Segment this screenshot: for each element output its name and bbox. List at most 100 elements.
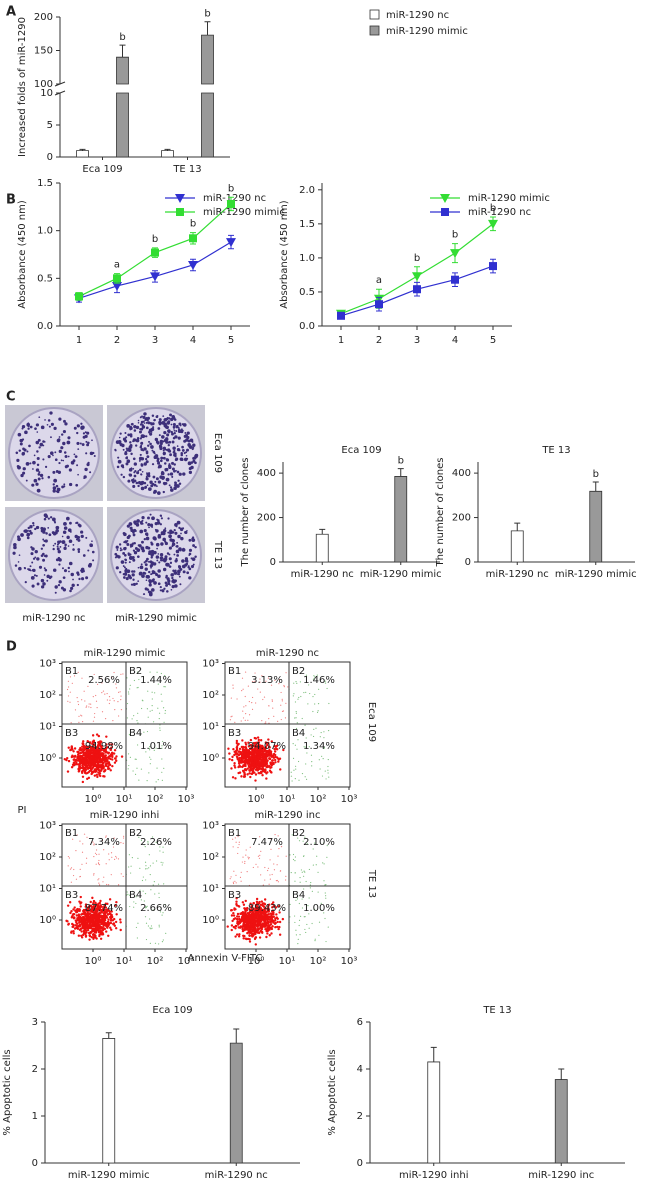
event-dot [244,742,246,744]
event-dot [299,877,300,878]
colony [88,564,92,568]
colony [76,432,78,434]
event-dot [230,719,231,720]
event-dot [249,940,251,942]
colony [17,465,20,468]
event-dot [100,931,102,933]
event-dot [269,934,271,936]
event-dot [161,758,162,759]
colony [150,484,153,487]
event-dot [159,850,160,851]
event-dot [311,761,312,762]
event-dot [236,842,237,843]
colony [64,422,67,425]
colony [63,576,66,579]
event-dot [158,893,159,894]
colony [168,417,170,419]
event-dot [85,754,87,756]
colony [160,557,163,560]
event-dot [86,705,87,706]
x-tick-label: 1 [76,335,82,346]
event-dot [318,689,319,690]
event-dot [238,926,240,928]
event-dot [245,909,247,911]
colony [167,577,170,580]
colony [22,447,25,450]
event-dot [91,924,93,926]
event-dot [101,920,103,922]
event-dot [297,739,298,740]
event-dot [296,683,297,684]
event-dot [128,768,129,769]
error-bar [205,22,211,35]
event-dot [262,770,264,772]
event-dot [86,707,87,708]
colony [144,462,147,465]
event-dot [285,876,286,877]
colony [170,573,174,577]
colony [42,544,45,547]
colony [27,568,29,570]
event-dot [133,901,134,902]
colony [172,585,175,588]
quadrant-percent: 2.26% [140,837,172,848]
event-dot [92,938,94,940]
event-dot [97,707,98,708]
colony [159,434,161,436]
colony [54,585,57,588]
colony [146,537,150,541]
event-dot [285,703,286,704]
event-dot [71,867,72,868]
quadrant-name: B1 [228,828,241,839]
y-tick-label: 10³ [202,659,219,670]
event-dot [303,855,304,856]
bar [511,531,523,562]
colony [138,567,140,569]
colony [75,484,78,487]
event-dot [247,720,248,721]
event-dot [284,686,285,687]
colony [165,427,167,429]
event-dot [254,672,255,673]
colony [134,462,137,465]
event-dot [272,874,273,875]
plot-title: miR-1290 inhi [90,810,160,821]
colony [166,563,170,567]
event-dot [146,868,147,869]
error-bar [120,45,126,57]
event-dot [133,715,134,716]
colony [89,543,92,546]
colony [17,535,20,538]
event-dot [295,717,296,718]
event-dot [235,925,237,927]
event-dot [249,761,251,763]
event-dot [71,745,73,747]
colony [180,452,183,455]
event-dot [230,767,232,769]
colony [87,462,89,464]
event-dot [233,754,235,756]
colony [145,587,148,590]
colony [156,555,159,558]
colony [150,445,154,449]
y-axis-label: % Apoptotic cells [327,1049,338,1135]
quadrant-percent: 1.44% [140,675,172,686]
colony [24,431,28,435]
event-dot [293,683,294,684]
event-dot [248,686,249,687]
event-dot [265,777,267,779]
column-label: miR-1290 nc [22,613,85,624]
event-dot [98,862,99,863]
colony [179,576,181,578]
event-dot [91,897,93,899]
event-dot [305,776,306,777]
colony [41,477,43,479]
colony [136,439,140,443]
event-dot [301,869,302,870]
colony [36,468,39,471]
colony [141,434,145,438]
event-dot [238,844,239,845]
event-dot [93,873,94,874]
colony [127,536,130,539]
colony [63,442,65,444]
